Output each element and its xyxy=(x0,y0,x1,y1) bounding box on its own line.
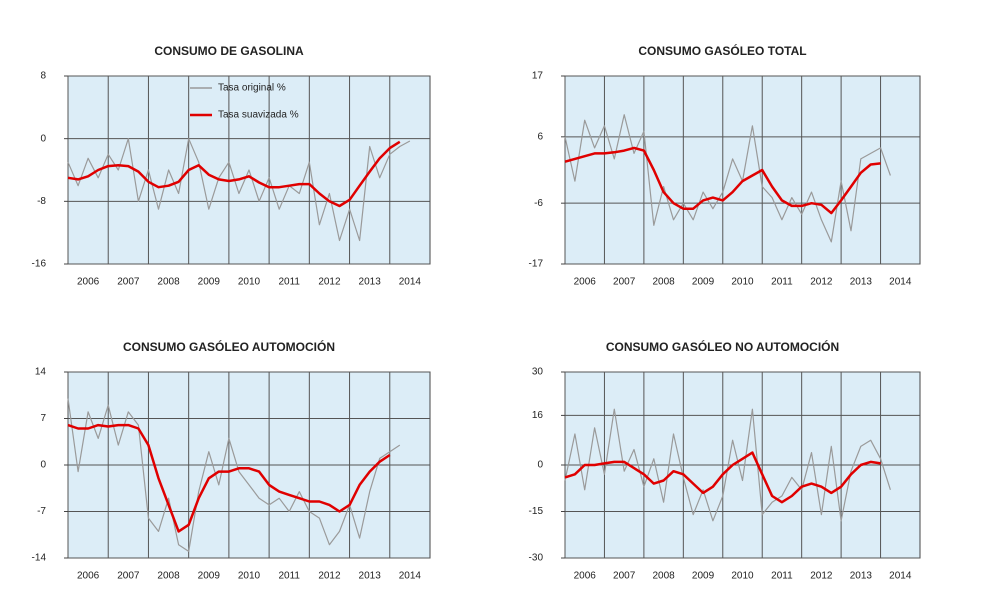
x-tick-label: 2009 xyxy=(198,571,221,582)
y-tick-label: -8 xyxy=(37,196,46,207)
legend-label: Tasa original % xyxy=(218,83,286,94)
x-tick-label: 2006 xyxy=(77,277,100,288)
y-tick-label: 0 xyxy=(40,133,46,144)
x-tick-label: 2011 xyxy=(278,277,300,288)
y-tick-label: 16 xyxy=(532,410,544,421)
y-tick-label: -7 xyxy=(37,506,46,517)
x-tick-label: 2007 xyxy=(117,277,140,288)
panel: CONSUMO GASÓLEO AUTOMOCIÓN 2006 2007 2008 20… xyxy=(32,339,431,582)
series-line xyxy=(67,138,411,242)
x-tick-label: 2012 xyxy=(318,277,341,288)
y-tick-label: 14 xyxy=(35,367,47,378)
x-tick-label: 2008 xyxy=(157,571,180,582)
y-tick-label: -15 xyxy=(529,506,544,517)
y-tick-label: -14 xyxy=(32,553,47,564)
x-tick-label: 2012 xyxy=(810,277,833,288)
y-tick-label: -16 xyxy=(32,259,47,270)
x-tick-label: 2013 xyxy=(850,571,873,582)
panel: CONSUMO GASÓLEO TOTAL 2006 2007 2008 2009 201… xyxy=(529,43,921,288)
x-tick-label: 2006 xyxy=(574,571,597,582)
x-tick-label: 2010 xyxy=(731,571,754,582)
y-tick-label: -17 xyxy=(529,259,544,270)
x-tick-label: 2010 xyxy=(238,277,261,288)
x-tick-label: 2007 xyxy=(613,277,636,288)
chart-title: CONSUMO GASÓLEO NO AUTOMOCIÓN xyxy=(606,339,839,354)
x-tick-label: 2011 xyxy=(771,571,793,582)
x-tick-label: 2009 xyxy=(692,277,715,288)
x-tick-label: 2012 xyxy=(810,571,833,582)
series-line xyxy=(564,114,891,243)
x-tick-label: 2010 xyxy=(731,277,754,288)
x-tick-label: 2014 xyxy=(399,571,422,582)
x-tick-label: 2014 xyxy=(889,571,912,582)
x-tick-label: 2014 xyxy=(399,277,422,288)
x-tick-label: 2010 xyxy=(238,571,261,582)
x-tick-label: 2007 xyxy=(117,571,140,582)
series-line xyxy=(67,140,401,208)
y-tick-label: -6 xyxy=(534,198,543,209)
x-tick-label: 2013 xyxy=(850,277,873,288)
x-tick-label: 2014 xyxy=(889,277,912,288)
x-tick-label: 2009 xyxy=(692,571,715,582)
series-line xyxy=(564,146,881,215)
y-tick-label: 30 xyxy=(532,367,544,378)
plot-area xyxy=(564,75,921,265)
x-tick-label: 2008 xyxy=(652,571,675,582)
y-tick-label: 7 xyxy=(40,413,46,424)
series-line xyxy=(564,451,881,504)
y-tick-label: 0 xyxy=(537,460,543,471)
x-tick-label: 2008 xyxy=(652,277,675,288)
x-tick-label: 2013 xyxy=(359,571,382,582)
y-tick-label: 8 xyxy=(40,71,46,82)
x-tick-label: 2011 xyxy=(278,571,300,582)
x-tick-label: 2011 xyxy=(771,277,793,288)
panel: CONSUMO GASÓLEO NO AUTOMOCIÓN 2006 2007 200… xyxy=(529,339,921,582)
chart-title: CONSUMO GASÓLEO AUTOMOCIÓN xyxy=(123,339,335,354)
x-tick-label: 2009 xyxy=(198,277,221,288)
x-tick-label: 2013 xyxy=(359,277,382,288)
y-tick-label: 17 xyxy=(532,71,544,82)
panel: CONSUMO DE GASOLINA 2006 2007 2008 2009 2010 2… xyxy=(32,44,431,288)
x-tick-label: 2012 xyxy=(318,571,341,582)
chart-title: CONSUMO DE GASOLINA xyxy=(154,44,304,58)
x-tick-label: 2008 xyxy=(157,277,180,288)
series-line xyxy=(67,398,401,552)
y-tick-label: 0 xyxy=(40,460,46,471)
y-tick-label: -30 xyxy=(529,553,544,564)
chart-title: CONSUMO GASÓLEO TOTAL xyxy=(638,43,806,58)
x-tick-label: 2006 xyxy=(574,277,597,288)
series-line xyxy=(67,423,391,533)
x-tick-label: 2006 xyxy=(77,571,100,582)
legend-label: Tasa suavizada % xyxy=(218,110,299,121)
x-tick-label: 2007 xyxy=(613,571,636,582)
y-tick-label: 6 xyxy=(537,131,543,142)
